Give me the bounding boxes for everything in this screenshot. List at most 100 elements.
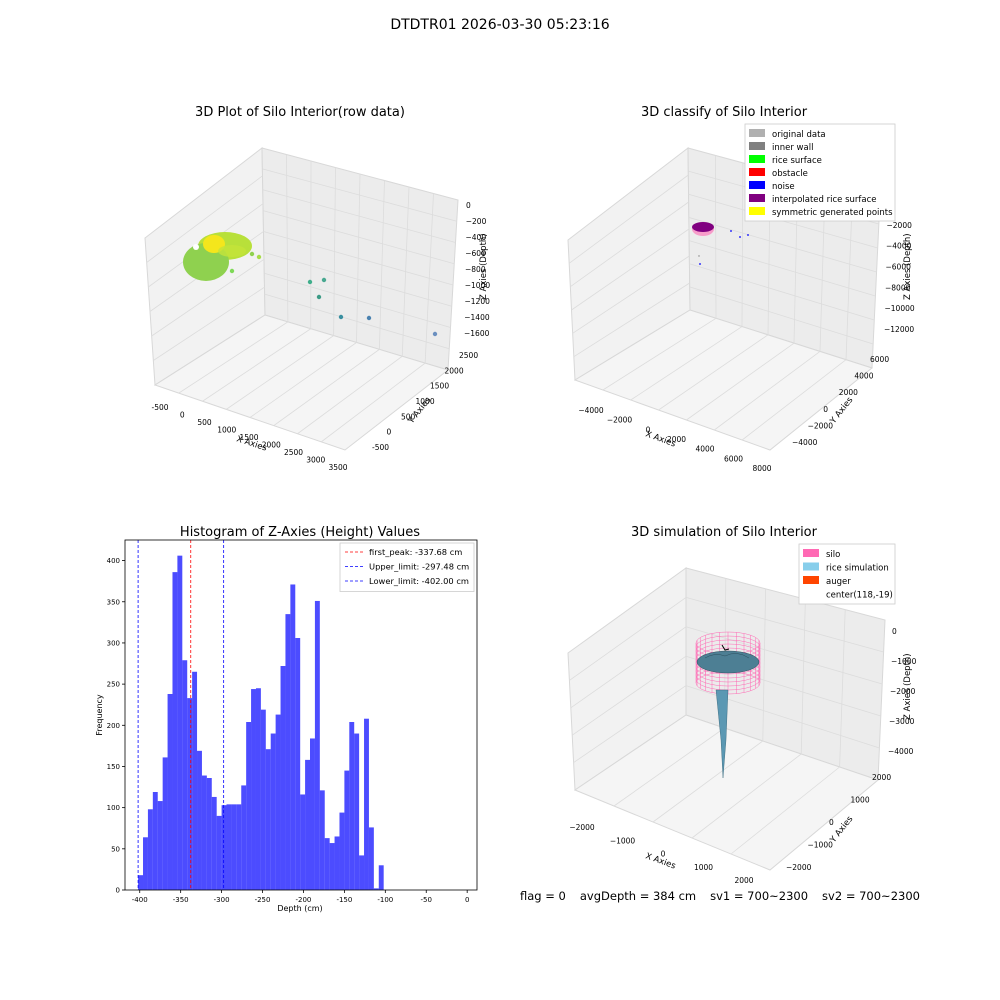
raw-z-tick-label: −800	[465, 265, 486, 274]
raw-scatter-point	[432, 331, 438, 337]
simulation-z-tick-label: −3000	[889, 717, 915, 726]
raw-scatter-point	[249, 251, 255, 257]
histogram-y-tick-label: 100	[107, 804, 120, 812]
panel-simulation-3d: 3D simulation of Silo Interior −2000 −100…	[567, 525, 917, 885]
classify-3d-legend: original data inner wall rice surface obsta…	[744, 123, 896, 222]
simulation-legend-swatch	[803, 549, 819, 557]
panel-classify-3d: 3D classify of Silo Interior −4000−20000…	[567, 105, 915, 473]
histogram-bar	[344, 770, 350, 890]
classify-x-tick-label: 2000	[667, 435, 686, 444]
simulation-z-tick-label: 0	[892, 627, 897, 636]
raw-z-tick-label: −600	[465, 249, 486, 258]
classify-x-tick-label: −2000	[607, 416, 633, 425]
raw-3d-axes-box	[144, 146, 459, 451]
histogram-y-ticks: 0 50 100 150 200 250 300 350 400	[107, 557, 125, 895]
raw-z-tick-label: −1000	[465, 281, 491, 290]
histogram-bar	[310, 738, 315, 890]
histogram-x-tick-label: -150	[336, 896, 352, 904]
histogram-bar	[290, 584, 296, 890]
histogram-legend-label: first_peak: -337.68 cm	[369, 547, 462, 557]
simulation-legend-label: auger	[826, 577, 851, 587]
histogram-bar	[206, 778, 212, 890]
raw-scatter-point	[338, 314, 344, 320]
rice-simulation-surface	[696, 650, 760, 674]
raw-z-tick-label: −200	[466, 217, 487, 226]
raw-3d-title: 3D Plot of Silo Interior(row data)	[195, 105, 405, 120]
raw-x-tick-label: 1500	[239, 433, 258, 442]
histogram-bar	[246, 722, 252, 890]
classify-3d-x-ticks: −4000−2000 0 2000 4000 6000 8000	[578, 406, 771, 473]
histogram-reference-lines	[137, 540, 225, 890]
histogram-legend-label: Lower_limit: -402.00 cm	[369, 576, 469, 586]
histogram-bar	[157, 801, 163, 890]
classify-x-tick-label: 6000	[724, 454, 743, 463]
histogram-bar	[319, 790, 325, 890]
histogram-xlabel: Depth (cm)	[277, 904, 322, 913]
histogram-y-tick-label: 150	[107, 763, 120, 771]
histogram-bar	[241, 785, 247, 890]
raw-scatter-point	[229, 268, 235, 274]
raw-scatter-point	[321, 277, 327, 283]
raw-x-tick-label: 3500	[328, 463, 347, 472]
histogram-bar	[314, 600, 320, 890]
histogram-bar	[172, 572, 178, 890]
raw-x-tick-label: 2000	[262, 441, 281, 450]
histogram-title: Histogram of Z-Axies (Height) Values	[180, 525, 420, 540]
raw-y-tick-label: 1000	[416, 397, 435, 406]
classify-legend-label: symmetric generated points	[772, 208, 893, 218]
simulation-3d-y-ticks: −2000 −1000 0 1000 2000	[786, 773, 891, 872]
classify-noise-point	[747, 234, 749, 236]
raw-x-tick-label: 0	[180, 411, 185, 420]
classify-legend-label: rice surface	[772, 156, 822, 166]
raw-scatter-point	[366, 315, 372, 321]
status-flag: flag = 0	[520, 889, 566, 903]
classify-legend-swatch	[749, 129, 765, 137]
histogram-x-tick-label: -350	[173, 896, 189, 904]
raw-y-tick-label: 2500	[459, 351, 478, 360]
histogram-bar	[231, 804, 237, 890]
histogram-bar	[373, 888, 379, 890]
raw-scatter-point	[307, 279, 313, 285]
status-sv2: sv2 = 700~2300	[822, 889, 920, 903]
histogram-y-tick-label: 200	[107, 722, 120, 730]
histogram-bar	[138, 875, 144, 890]
histogram-bar	[378, 865, 384, 890]
histogram-bar	[354, 733, 360, 890]
histogram-bar	[280, 666, 286, 890]
histogram-bar	[167, 694, 173, 890]
raw-y-tick-label: 1500	[430, 382, 449, 391]
simulation-legend-swatch	[803, 562, 819, 571]
histogram-bar	[211, 796, 217, 890]
raw-cloud-hole	[193, 244, 199, 250]
classify-x-tick-label: 8000	[752, 464, 771, 473]
histogram-bar	[236, 804, 242, 890]
classify-3d-silo-points	[692, 222, 749, 265]
simulation-3d-axes-box	[567, 567, 886, 871]
histogram-bar	[251, 689, 256, 890]
histogram-x-tick-label: -400	[132, 896, 148, 904]
classify-interpolated-surface	[692, 222, 714, 232]
classify-legend-swatch	[749, 168, 765, 176]
histogram-bar	[226, 804, 232, 890]
classify-legend-swatch	[749, 207, 765, 215]
histogram-x-ticks: -400 -350 -300 -250 -200 -150 -100 -50 0	[132, 890, 469, 904]
histogram-ylabel: Frequency	[95, 694, 104, 736]
histogram-x-tick-label: 0	[465, 896, 469, 904]
raw-y-tick-label: 0	[387, 428, 392, 437]
classify-z-tick-label: −6000	[886, 263, 912, 272]
histogram-legend-frame	[339, 542, 475, 592]
histogram-y-tick-label: 350	[107, 598, 120, 606]
simulation-y-tick-label: 0	[829, 818, 834, 827]
classify-legend-swatch	[749, 142, 765, 150]
histogram-bar	[182, 660, 188, 890]
classify-legend-swatch	[749, 155, 765, 163]
simulation-legend-label: rice simulation	[826, 564, 889, 574]
raw-3d-zlabel: Z Axies (Depth)	[479, 233, 489, 300]
classify-legend-frame	[744, 123, 896, 222]
raw-y-tick-label: -500	[372, 443, 389, 452]
histogram-bar	[300, 794, 306, 890]
histogram-x-tick-label: -300	[214, 896, 230, 904]
raw-3d-gridlines	[146, 154, 457, 443]
status-sv1: sv1 = 700~2300	[710, 889, 809, 903]
histogram-bar	[305, 759, 311, 890]
